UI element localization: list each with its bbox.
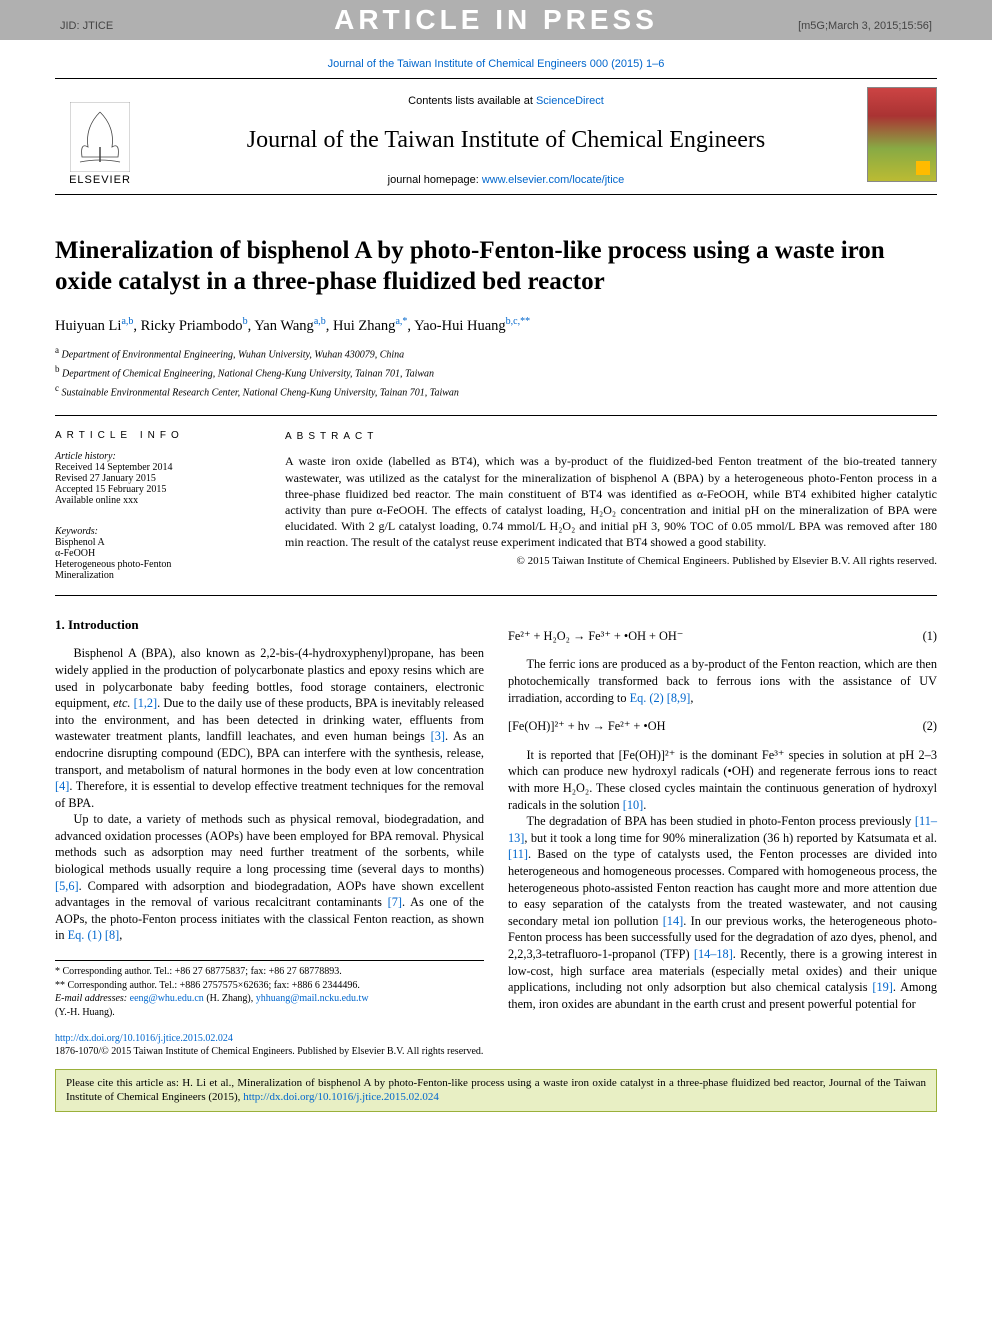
eq2-formula: [Fe(OH)]²⁺ + hν → Fe²⁺ + •OH [508,718,665,735]
cite-text: Please cite this article as: H. Li et al… [66,1077,926,1103]
doi-line: http://dx.doi.org/10.1016/j.jtice.2015.0… [55,1033,937,1044]
eq1-formula: Fe²⁺ + H₂O₂ → Fe³⁺ + •OH + OH⁻ [508,628,683,645]
rule [55,415,937,416]
accepted: Accepted 15 February 2015 [55,484,267,495]
homepage-prefix: journal homepage: [388,174,482,186]
left-column: 1. Introduction Bisphenol A (BPA), also … [55,616,484,1019]
abstract-text: A waste iron oxide (labelled as BT4), wh… [285,453,937,550]
elsevier-tree-icon [70,102,130,172]
intro-heading: 1. Introduction [55,616,484,634]
article-in-press-banner: ARTICLE IN PRESS JID: JTICE [m5G;March 3… [0,0,992,40]
article-title: Mineralization of bisphenol A by photo-F… [55,235,937,298]
info-abstract-row: ARTICLE INFO Article history: Received 1… [55,430,937,581]
equation-2: [Fe(OH)]²⁺ + hν → Fe²⁺ + •OH (2) [508,718,937,735]
bottom-copyright: 1876-1070/© 2015 Taiwan Institute of Che… [55,1046,937,1057]
journal-name: Journal of the Taiwan Institute of Chemi… [153,127,859,154]
paragraph: It is reported that [Fe(OH)]²⁺ is the do… [508,747,937,813]
affiliations: a Department of Environmental Engineerin… [55,344,937,400]
keyword: Mineralization [55,570,267,581]
email-who-2: (Y.-H. Huang). [55,1006,484,1020]
top-citation: Journal of the Taiwan Institute of Chemi… [0,58,992,70]
journal-title-block: Contents lists available at ScienceDirec… [145,87,867,186]
paragraph: The degradation of BPA has been studied … [508,813,937,1012]
jid-code: JID: JTICE [60,20,113,32]
contents-prefix: Contents lists available at [408,95,536,107]
corresponding-2: ** Corresponding author. Tel.: +886 2757… [55,979,484,993]
authors-line: Huiyuan Lia,b, Ricky Priambodob, Yan Wan… [55,316,937,335]
contents-lists-line: Contents lists available at ScienceDirec… [153,95,859,107]
emails-prefix: E-mail addresses: [55,993,130,1004]
cite-doi-link[interactable]: http://dx.doi.org/10.1016/j.jtice.2015.0… [243,1091,439,1103]
build-timestamp: [m5G;March 3, 2015;15:56] [798,20,932,32]
right-column: Fe²⁺ + H₂O₂ → Fe³⁺ + •OH + OH⁻ (1) The f… [508,616,937,1019]
abstract-block: ABSTRACT A waste iron oxide (labelled as… [285,430,937,581]
abstract-heading: ABSTRACT [285,430,937,444]
keyword: Heterogeneous photo-Fenton [55,559,267,570]
emails-line: E-mail addresses: eeng@whu.edu.cn (H. Zh… [55,992,484,1006]
paragraph: Bisphenol A (BPA), also known as 2,2-bis… [55,645,484,811]
keyword: Bisphenol A [55,537,267,548]
article-info-heading: ARTICLE INFO [55,430,267,441]
rule [55,595,937,596]
revised: Revised 27 January 2015 [55,473,267,484]
journal-header: ELSEVIER Contents lists available at Sci… [55,78,937,195]
affiliation-c: c Sustainable Environmental Research Cen… [55,382,937,401]
affiliation-a: a Department of Environmental Engineerin… [55,344,937,363]
homepage-link[interactable]: www.elsevier.com/locate/jtice [482,174,624,186]
eq1-number: (1) [923,628,937,645]
email-who: (H. Zhang), [204,993,256,1004]
received: Received 14 September 2014 [55,462,267,473]
keyword: α-FeOOH [55,548,267,559]
article-info: ARTICLE INFO Article history: Received 1… [55,430,285,581]
elsevier-logo: ELSEVIER [55,87,145,186]
footnotes: * Corresponding author. Tel.: +86 27 687… [55,960,484,1019]
corresponding-1: * Corresponding author. Tel.: +86 27 687… [55,965,484,979]
cite-this-article-box: Please cite this article as: H. Li et al… [55,1069,937,1112]
history-label: Article history: [55,451,267,462]
paragraph: The ferric ions are produced as a by-pro… [508,656,937,706]
available-online: Available online xxx [55,495,267,506]
sciencedirect-link[interactable]: ScienceDirect [536,95,604,107]
equation-1: Fe²⁺ + H₂O₂ → Fe³⁺ + •OH + OH⁻ (1) [508,628,937,645]
journal-cover-thumbnail [867,87,937,182]
email-link[interactable]: eeng@whu.edu.cn [130,993,204,1004]
email-link[interactable]: yhhuang@mail.ncku.edu.tw [256,993,369,1004]
body-columns: 1. Introduction Bisphenol A (BPA), also … [55,616,937,1019]
doi-link[interactable]: http://dx.doi.org/10.1016/j.jtice.2015.0… [55,1033,233,1044]
paragraph: Up to date, a variety of methods such as… [55,811,484,944]
journal-homepage-line: journal homepage: www.elsevier.com/locat… [153,174,859,186]
eq2-number: (2) [923,718,937,735]
affiliation-b: b Department of Chemical Engineering, Na… [55,363,937,382]
abstract-copyright: © 2015 Taiwan Institute of Chemical Engi… [285,554,937,569]
elsevier-label: ELSEVIER [69,174,131,186]
keywords-label: Keywords: [55,526,267,537]
